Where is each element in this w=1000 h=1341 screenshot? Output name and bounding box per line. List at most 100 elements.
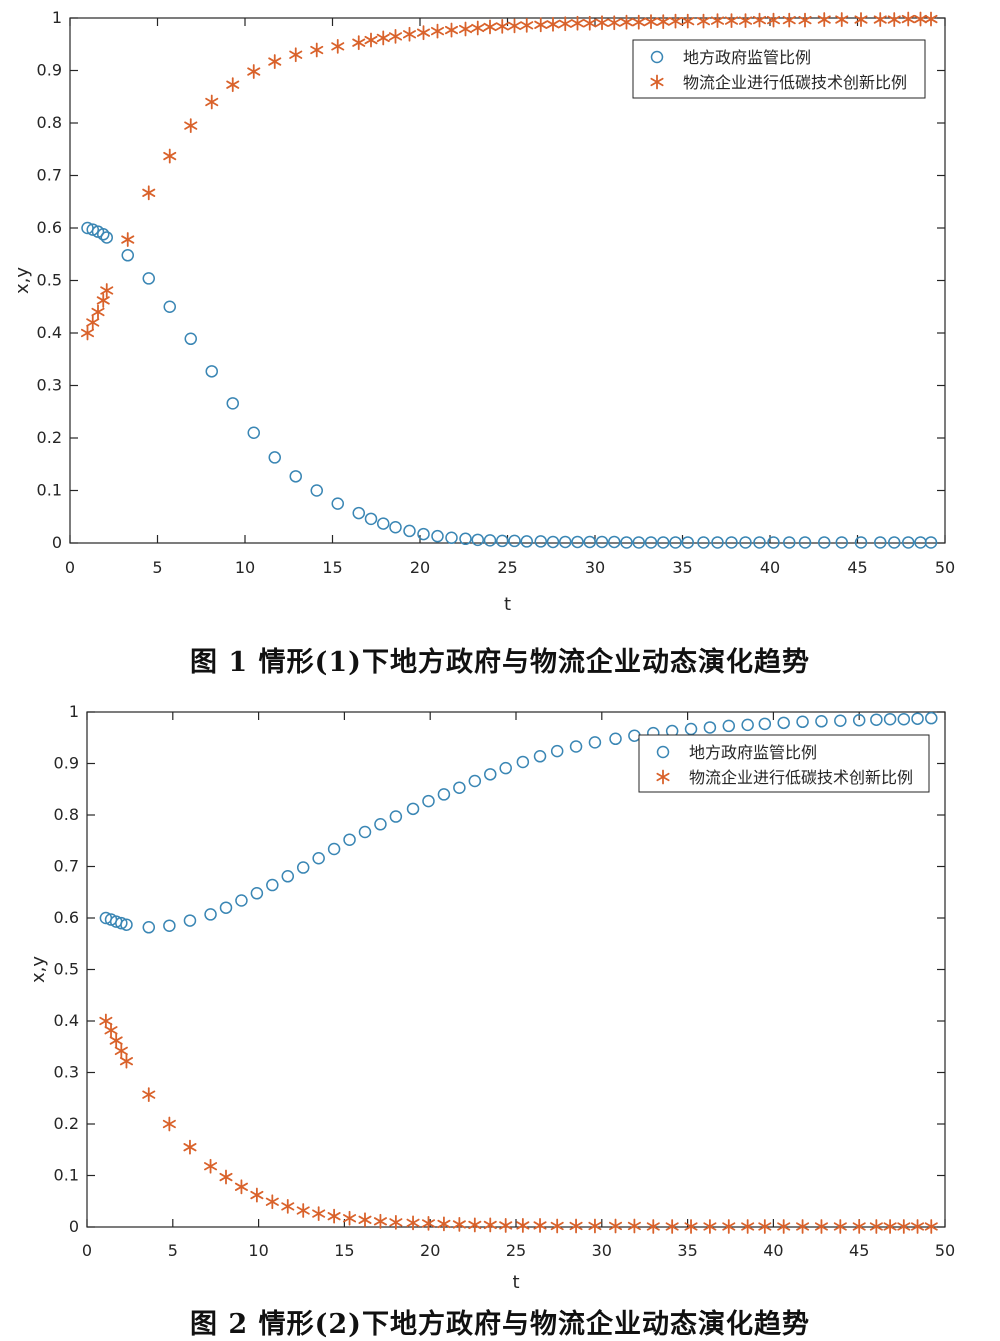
y-tick-label: 0.3 xyxy=(37,376,62,395)
data-point-asterisk xyxy=(684,1219,698,1234)
data-point-circle xyxy=(559,535,572,549)
data-point-circle xyxy=(183,914,197,927)
y-tick-label: 0.1 xyxy=(37,481,62,500)
x-tick-label: 10 xyxy=(235,558,255,577)
data-point-circle xyxy=(289,470,302,483)
data-point-circle xyxy=(741,718,754,732)
data-point-circle xyxy=(508,534,521,548)
data-point-asterisk xyxy=(402,26,417,42)
data-point-asterisk xyxy=(389,1214,403,1230)
data-point-circle xyxy=(389,810,403,823)
data-point-circle xyxy=(703,721,717,734)
y-tick-label: 0.8 xyxy=(54,805,79,824)
data-point-asterisk xyxy=(421,1215,436,1231)
data-point-asterisk xyxy=(696,13,711,29)
data-point-circle xyxy=(835,536,848,549)
data-point-asterisk xyxy=(782,12,796,28)
data-point-circle xyxy=(352,506,365,520)
x-tick-label: 30 xyxy=(592,1241,612,1260)
data-point-asterisk xyxy=(265,1194,279,1210)
data-point-asterisk xyxy=(219,1169,233,1185)
data-point-circle xyxy=(583,535,596,549)
data-point-circle xyxy=(205,365,218,378)
data-point-circle xyxy=(374,818,387,831)
data-point-asterisk xyxy=(483,1217,497,1233)
data-point-circle xyxy=(632,536,645,549)
data-point-asterisk xyxy=(796,1219,810,1234)
data-point-asterisk xyxy=(358,1212,372,1228)
data-point-circle xyxy=(595,535,609,549)
data-point-circle xyxy=(815,715,828,728)
data-point-circle xyxy=(97,228,110,241)
data-point-circle xyxy=(266,878,279,892)
data-point-circle xyxy=(924,536,938,549)
data-point-circle xyxy=(364,512,378,526)
data-point-circle xyxy=(609,732,622,746)
data-point-circle xyxy=(115,916,128,930)
y-tick-label: 0.1 xyxy=(54,1166,79,1185)
data-point-asterisk xyxy=(142,185,156,201)
data-point-circle xyxy=(520,535,533,548)
y-tick-label: 0.9 xyxy=(54,754,79,773)
data-point-circle xyxy=(496,534,509,548)
data-point-asterisk xyxy=(163,148,177,164)
data-point-asterisk xyxy=(204,1158,218,1174)
data-point-asterisk xyxy=(247,64,261,79)
data-point-circle xyxy=(327,842,341,856)
data-point-asterisk xyxy=(114,1043,128,1059)
data-point-asterisk xyxy=(901,11,915,27)
data-point-asterisk xyxy=(507,18,522,34)
data-point-asterisk xyxy=(588,1218,602,1234)
y-tick-label: 0.5 xyxy=(54,960,79,979)
data-point-asterisk xyxy=(627,1218,641,1234)
x-tick-label: 20 xyxy=(420,1241,440,1260)
data-point-asterisk xyxy=(99,1013,113,1029)
data-point-asterisk xyxy=(924,11,938,27)
data-point-asterisk xyxy=(533,1218,547,1233)
y-tick-label: 0 xyxy=(69,1217,79,1236)
data-point-asterisk xyxy=(183,1139,197,1155)
data-point-asterisk xyxy=(665,1219,679,1234)
data-point-circle xyxy=(226,397,239,410)
data-point-asterisk xyxy=(468,1217,482,1233)
data-point-circle xyxy=(406,802,420,816)
data-point-circle xyxy=(681,536,694,549)
data-point-asterisk xyxy=(833,1219,847,1234)
data-point-circle xyxy=(250,887,264,900)
data-point-asterisk xyxy=(184,118,198,134)
y-tick-label: 1 xyxy=(69,702,79,721)
data-point-asterisk xyxy=(854,12,868,27)
data-point-circle xyxy=(697,536,710,549)
data-point-asterisk xyxy=(483,19,497,35)
data-point-circle xyxy=(854,536,868,549)
x-tick-label: 45 xyxy=(847,558,867,577)
data-point-asterisk xyxy=(656,14,670,30)
plot-area xyxy=(86,711,946,1228)
data-point-asterisk xyxy=(119,1053,133,1069)
x-tick-label: 0 xyxy=(65,558,75,577)
legend-label: 地方政府监管比例 xyxy=(683,48,811,67)
data-point-circle xyxy=(120,918,133,931)
data-point-circle xyxy=(499,761,512,775)
data-point-circle xyxy=(608,535,621,549)
data-point-asterisk xyxy=(109,1033,123,1048)
data-point-asterisk xyxy=(924,1219,938,1234)
data-point-asterisk xyxy=(121,232,135,247)
data-point-circle xyxy=(902,536,915,549)
data-point-asterisk xyxy=(869,1219,883,1234)
data-point-circle xyxy=(711,536,724,549)
data-point-circle xyxy=(445,531,458,544)
x-tick-label: 25 xyxy=(497,558,517,577)
y-tick-label: 1 xyxy=(52,8,62,27)
data-point-asterisk xyxy=(268,54,282,69)
y-tick-label: 0.6 xyxy=(54,908,79,927)
data-point-asterisk xyxy=(327,1208,341,1224)
data-point-asterisk xyxy=(646,1219,660,1234)
data-point-asterisk xyxy=(703,1219,717,1234)
data-point-circle xyxy=(722,719,736,733)
y-tick-label: 0.6 xyxy=(37,218,62,237)
data-point-circle xyxy=(459,532,472,546)
x-tick-label: 30 xyxy=(585,558,605,577)
data-point-circle xyxy=(331,497,344,510)
data-point-circle xyxy=(818,536,831,549)
